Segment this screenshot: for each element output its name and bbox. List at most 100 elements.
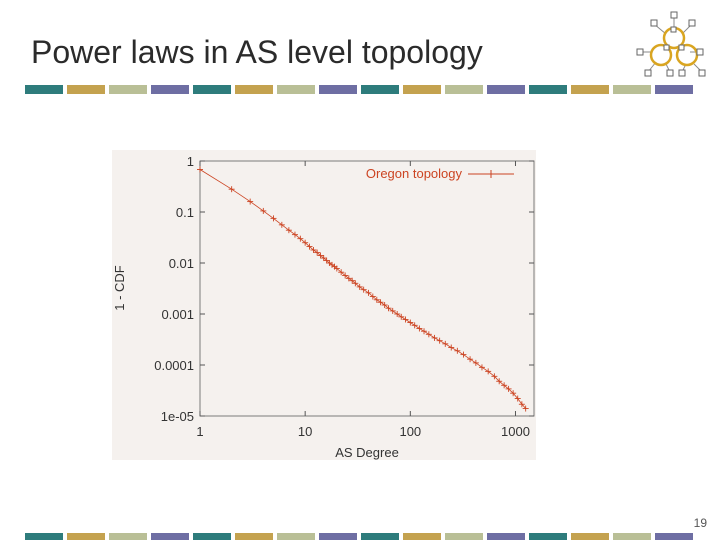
bar-segment — [277, 533, 315, 540]
data-point — [436, 337, 443, 344]
data-point — [381, 302, 388, 309]
y-axis-label: 1 - CDF — [112, 265, 127, 311]
data-point — [345, 275, 352, 282]
ccdf-chart: 1 0.1 0.01 0.001 0.0001 1e-05 1 10 100 1000 1 - … — [112, 150, 536, 460]
data-point — [496, 378, 503, 385]
data-point — [356, 283, 363, 290]
top-divider-bar — [25, 85, 697, 94]
y-tick-label: 0.01 — [169, 256, 194, 271]
data-point — [373, 296, 380, 303]
data-point — [448, 344, 455, 351]
legend: Oregon topology — [366, 166, 514, 181]
data-point — [478, 364, 485, 371]
bar-segment — [529, 85, 567, 94]
bar-segment — [151, 85, 189, 94]
data-point — [407, 319, 414, 326]
data-point — [323, 257, 330, 264]
data-point — [398, 313, 405, 320]
data-point — [365, 289, 372, 296]
bar-segment — [655, 85, 693, 94]
data-point — [467, 356, 474, 363]
data-point — [228, 186, 235, 193]
data-point — [310, 246, 317, 253]
legend-label: Oregon topology — [366, 166, 463, 181]
x-tick-label: 10 — [298, 424, 312, 439]
data-point — [501, 382, 508, 389]
data-point — [505, 385, 512, 392]
data-point — [317, 252, 324, 259]
data-point — [416, 325, 423, 332]
bar-segment — [361, 533, 399, 540]
data-point — [377, 299, 384, 306]
y-tick-label: 1e-05 — [161, 409, 194, 424]
data-point — [349, 277, 356, 284]
data-point — [431, 334, 438, 341]
data-point — [514, 395, 521, 402]
bar-segment — [235, 533, 273, 540]
data-point — [278, 221, 285, 228]
data-point — [197, 166, 203, 173]
data-point — [425, 331, 432, 338]
bar-segment — [403, 533, 441, 540]
bar-segment — [109, 533, 147, 540]
plot-frame — [199, 160, 535, 417]
data-point — [285, 227, 292, 234]
data-point — [360, 286, 367, 293]
data-point — [460, 351, 467, 358]
x-axis-label: AS Degree — [335, 445, 399, 460]
bar-segment — [445, 533, 483, 540]
data-point — [333, 265, 340, 272]
slide-title: Power laws in AS level topology — [31, 34, 483, 70]
data-point — [314, 249, 321, 256]
bar-segment — [571, 533, 609, 540]
data-point — [270, 215, 277, 222]
data-point — [522, 405, 529, 412]
bar-segment — [319, 85, 357, 94]
data-point — [402, 316, 409, 323]
data-point — [291, 231, 298, 238]
bar-segment — [277, 85, 315, 94]
bar-segment — [529, 533, 567, 540]
chart-background — [112, 150, 536, 460]
page-number: 19 — [693, 516, 707, 530]
bar-segment — [151, 533, 189, 540]
data-point — [385, 305, 392, 312]
data-point — [491, 373, 498, 380]
bar-segment — [613, 533, 651, 540]
data-point — [394, 311, 401, 317]
y-tick-label: 0.0001 — [154, 358, 194, 373]
bar-segment — [193, 533, 231, 540]
data-point — [260, 207, 267, 214]
bar-segment — [67, 533, 105, 540]
data-point — [247, 198, 254, 205]
data-point — [454, 347, 461, 354]
bar-segment — [445, 85, 483, 94]
bar-segment — [193, 85, 231, 94]
bar-segment — [25, 533, 63, 540]
y-tick-label: 0.1 — [176, 205, 194, 220]
data-point — [338, 269, 345, 276]
data-point — [302, 239, 309, 246]
x-tick-label: 1000 — [501, 424, 530, 439]
bar-segment — [235, 85, 273, 94]
y-tick-label: 1 — [187, 154, 194, 169]
data-point — [485, 368, 492, 375]
bar-segment — [25, 85, 63, 94]
data-point — [510, 390, 517, 397]
y-tick-label: 0.001 — [161, 307, 194, 322]
x-tick-label: 1 — [196, 424, 203, 439]
data-point — [342, 272, 349, 279]
bottom-divider-bar — [25, 533, 697, 540]
series-line — [199, 169, 526, 409]
x-tick-label: 100 — [399, 424, 421, 439]
network-logo-icon — [636, 11, 706, 77]
data-point — [442, 340, 449, 347]
bar-segment — [655, 533, 693, 540]
data-point — [352, 280, 359, 287]
data-point — [472, 359, 479, 366]
bar-segment — [571, 85, 609, 94]
bar-segment — [319, 533, 357, 540]
bar-segment — [613, 85, 651, 94]
bar-segment — [403, 85, 441, 94]
bar-segment — [109, 85, 147, 94]
